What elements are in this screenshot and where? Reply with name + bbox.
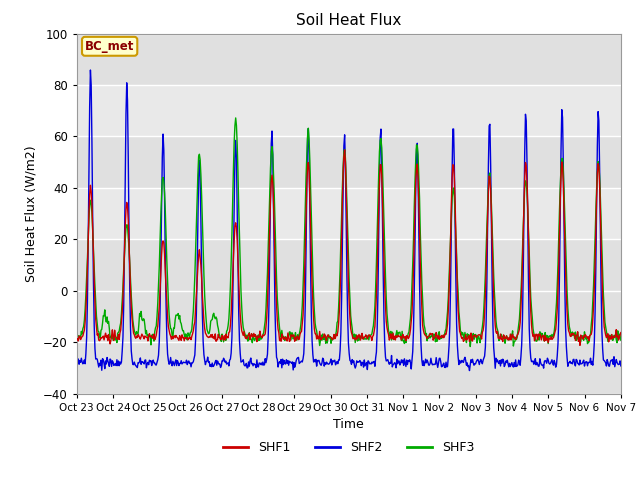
SHF1 (139, 333, 147, 338)
Text: BC_met: BC_met (85, 40, 134, 53)
SHF1 (416, 230, 424, 236)
SHF3 (139, 318, 147, 324)
SHF3 (416, 195, 424, 201)
SHF3 (83, 276, 90, 281)
SHF3 (431, 339, 439, 345)
SHF1 (223, 335, 230, 341)
Y-axis label: Soil Heat Flux (W/m2): Soil Heat Flux (W/m2) (24, 145, 38, 282)
SHF2 (617, 363, 625, 369)
SHF1 (576, 343, 584, 348)
SHF2 (223, 360, 231, 366)
SHF2 (86, 67, 94, 73)
SHF2 (431, 361, 439, 367)
Title: Soil Heat Flux: Soil Heat Flux (296, 13, 401, 28)
SHF1 (431, 333, 439, 339)
SHF2 (83, 335, 90, 341)
Bar (77, 188, 621, 240)
Bar (77, 85, 621, 136)
Legend: SHF1, SHF2, SHF3: SHF1, SHF2, SHF3 (218, 436, 480, 459)
SHF1 (83, 289, 90, 295)
X-axis label: Time: Time (333, 418, 364, 431)
Line: SHF2: SHF2 (77, 70, 621, 371)
SHF3 (194, 172, 202, 178)
SHF2 (195, 172, 202, 178)
SHF1 (73, 336, 81, 342)
SHF2 (140, 360, 147, 365)
SHF3 (467, 344, 474, 349)
SHF1 (194, 264, 202, 270)
SHF2 (416, 280, 424, 286)
SHF3 (73, 331, 81, 337)
Line: SHF3: SHF3 (77, 118, 621, 347)
SHF2 (466, 368, 474, 373)
Line: SHF1: SHF1 (77, 150, 621, 346)
SHF3 (617, 337, 625, 343)
SHF3 (223, 328, 230, 334)
SHF1 (340, 147, 348, 153)
SHF2 (73, 361, 81, 367)
SHF3 (232, 115, 239, 121)
SHF1 (617, 330, 625, 336)
